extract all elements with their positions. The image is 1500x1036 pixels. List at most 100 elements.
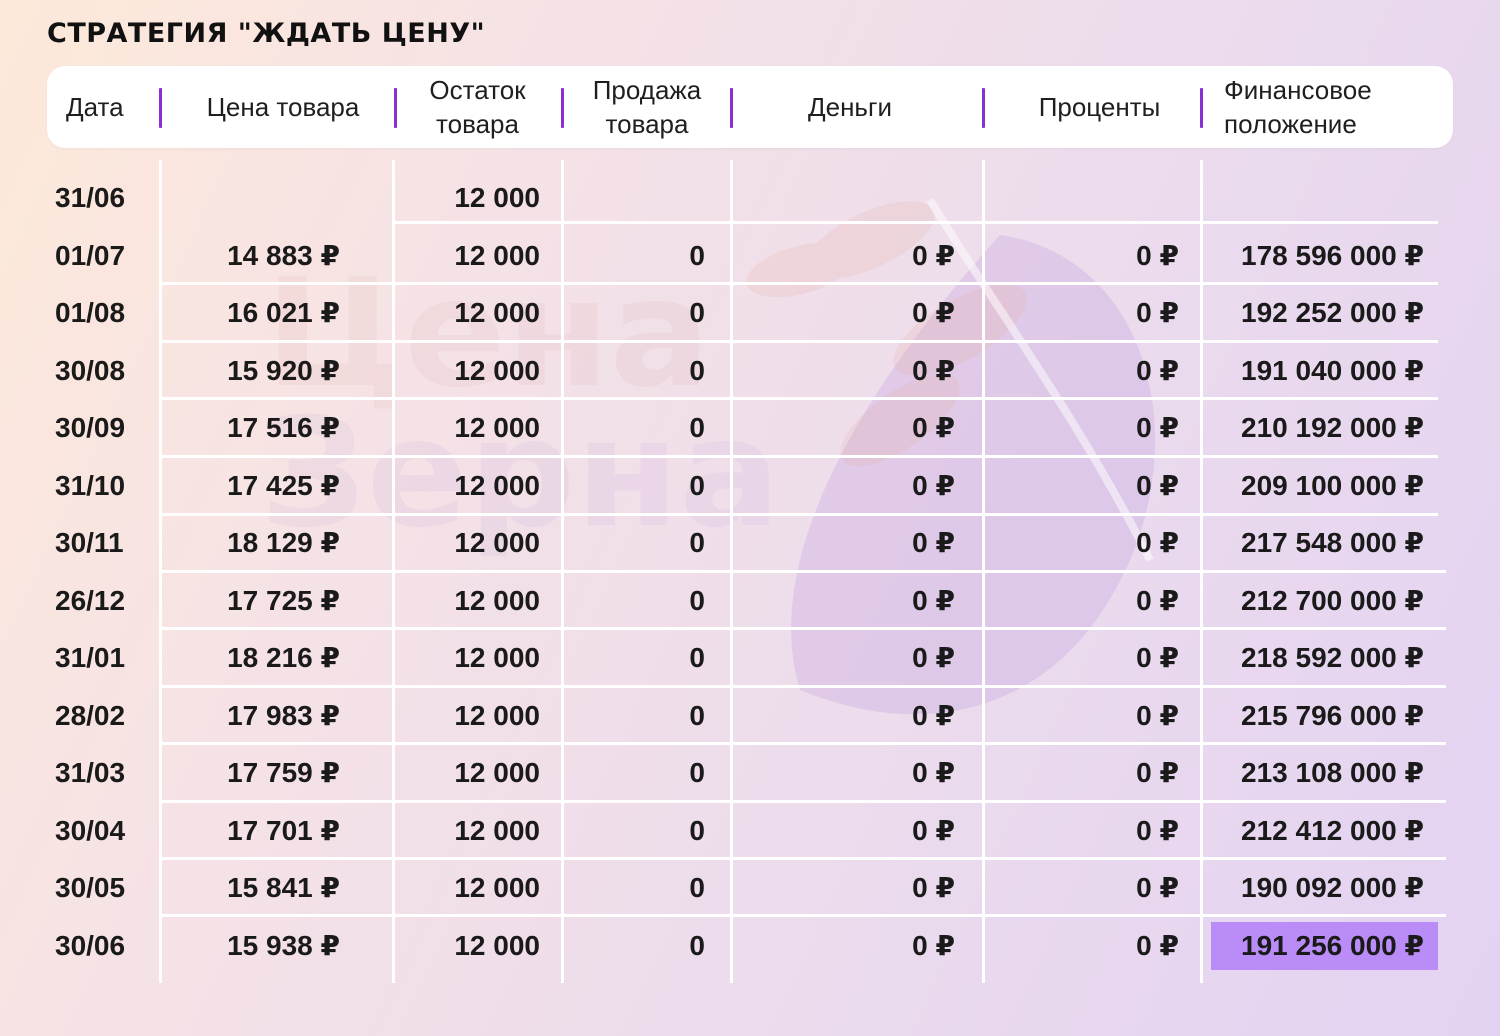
- cell-price: 18 129 ₽: [227, 527, 340, 558]
- cell-price: 15 920 ₽: [227, 355, 340, 386]
- header-separator: [394, 88, 397, 128]
- cell-stock: 12 000: [454, 930, 540, 961]
- cell-interest: 0 ₽: [1136, 240, 1179, 271]
- cell-date: 26/12: [55, 585, 126, 616]
- grid-line-horizontal: [160, 914, 1446, 917]
- cell-money: 0 ₽: [912, 930, 955, 961]
- cell-date: 30/05: [55, 872, 126, 903]
- grid-line-horizontal: [160, 857, 1446, 860]
- grid-line-horizontal: [395, 221, 1438, 224]
- header-stock: Остаток товара: [429, 75, 526, 139]
- cell-money: [732, 169, 955, 226]
- cell-stock: 12 000: [454, 240, 540, 271]
- grid-line-horizontal: [160, 397, 1438, 400]
- cell-sale: 0: [689, 355, 705, 386]
- table-row: 31/03 17 759 ₽ 12 000 0 0 ₽ 0 ₽ 213 108 000 ₽: [0, 744, 1500, 801]
- cell-stock: 12 000: [454, 182, 540, 213]
- cell-sale: 0: [689, 585, 705, 616]
- cell-sale: 0: [689, 700, 705, 731]
- cell-sale: 0: [689, 527, 705, 558]
- cell-date: 01/07: [55, 240, 126, 271]
- cell-money: 0 ₽: [912, 355, 955, 386]
- cell-date: 30/04: [55, 815, 126, 846]
- cell-interest: 0 ₽: [1136, 412, 1179, 443]
- cell-money: 0 ₽: [912, 872, 955, 903]
- cell-date: 28/02: [55, 700, 126, 731]
- cell-financial: 190 092 000 ₽: [1241, 872, 1424, 903]
- grid-line-horizontal: [160, 455, 1438, 458]
- cell-money: 0 ₽: [912, 757, 955, 788]
- cell-sale: 0: [689, 240, 705, 271]
- cell-price: 17 516 ₽: [227, 412, 340, 443]
- cell-stock: 12 000: [454, 757, 540, 788]
- cell-price: 17 983 ₽: [227, 700, 340, 731]
- cell-stock: 12 000: [454, 355, 540, 386]
- table-header: Дата Цена товара Остаток товара Продажа …: [47, 66, 1453, 148]
- header-separator: [730, 88, 733, 128]
- cell-interest: 0 ₽: [1136, 355, 1179, 386]
- header-separator: [982, 88, 985, 128]
- cell-date: 30/09: [55, 412, 126, 443]
- grid-line-horizontal: [160, 685, 1446, 688]
- table-row: 30/11 18 129 ₽ 12 000 0 0 ₽ 0 ₽ 217 548 000 ₽: [0, 514, 1500, 571]
- cell-financial: 191 256 000 ₽: [1241, 930, 1424, 961]
- cell-interest: [984, 169, 1179, 226]
- cell-sale: 0: [689, 872, 705, 903]
- grid-line-horizontal: [160, 340, 1438, 343]
- cell-interest: 0 ₽: [1136, 757, 1179, 788]
- cell-sale: 0: [689, 470, 705, 501]
- table-row: 30/09 17 516 ₽ 12 000 0 0 ₽ 0 ₽ 210 192 000 ₽: [0, 399, 1500, 456]
- cell-stock: 12 000: [454, 470, 540, 501]
- table-row: 30/08 15 920 ₽ 12 000 0 0 ₽ 0 ₽ 191 040 000 ₽: [0, 342, 1500, 399]
- cell-stock: 12 000: [454, 700, 540, 731]
- cell-date: 30/11: [55, 527, 124, 558]
- cell-financial: [1202, 169, 1424, 226]
- final-value-highlight: [1211, 922, 1438, 970]
- header-sale: Продажа товара: [592, 75, 702, 139]
- cell-money: 0 ₽: [912, 585, 955, 616]
- cell-financial: 209 100 000 ₽: [1241, 470, 1424, 501]
- cell-price: 15 841 ₽: [227, 872, 340, 903]
- cell-date: 31/10: [55, 470, 126, 501]
- grid-line-horizontal: [160, 627, 1446, 630]
- cell-date: 30/06: [55, 930, 126, 961]
- cell-money: 0 ₽: [912, 297, 955, 328]
- cell-date: 31/03: [55, 757, 126, 788]
- cell-interest: 0 ₽: [1136, 642, 1179, 673]
- cell-financial: 210 192 000 ₽: [1241, 412, 1424, 443]
- cell-date: 30/08: [55, 355, 126, 386]
- cell-money: 0 ₽: [912, 642, 955, 673]
- cell-date: 01/08: [55, 297, 126, 328]
- header-financial: Финансовое положение: [1224, 75, 1372, 139]
- cell-price: 18 216 ₽: [227, 642, 340, 673]
- cell-sale: 0: [689, 757, 705, 788]
- cell-stock: 12 000: [454, 815, 540, 846]
- cell-financial: 217 548 000 ₽: [1241, 527, 1424, 558]
- table-row: 30/05 15 841 ₽ 12 000 0 0 ₽ 0 ₽ 190 092 000 ₽: [0, 859, 1500, 916]
- cell-price: 15 938 ₽: [227, 930, 340, 961]
- cell-sale: 0: [689, 297, 705, 328]
- table-row: 28/02 17 983 ₽ 12 000 0 0 ₽ 0 ₽ 215 796 000 ₽: [0, 687, 1500, 744]
- cell-interest: 0 ₽: [1136, 585, 1179, 616]
- cell-financial: 192 252 000 ₽: [1241, 297, 1424, 328]
- cell-money: 0 ₽: [912, 412, 955, 443]
- header-separator: [1200, 88, 1203, 128]
- header-price: Цена товара: [206, 92, 360, 122]
- grid-line-horizontal: [160, 742, 1446, 745]
- grid-line-horizontal: [160, 513, 1438, 516]
- cell-sale: 0: [689, 815, 705, 846]
- cell-interest: 0 ₽: [1136, 527, 1179, 558]
- cell-stock: 12 000: [454, 297, 540, 328]
- cell-sale: 0: [689, 642, 705, 673]
- cell-financial: 178 596 000 ₽: [1241, 240, 1424, 271]
- header-interest: Проценты: [1038, 92, 1161, 122]
- cell-interest: 0 ₽: [1136, 930, 1179, 961]
- cell-interest: 0 ₽: [1136, 815, 1179, 846]
- table-row: 31/06 12 000: [0, 169, 1500, 226]
- cell-price: 16 021 ₽: [227, 297, 340, 328]
- grid-line-horizontal: [160, 570, 1446, 573]
- cell-date: 31/06: [55, 182, 126, 213]
- cell-price: 17 425 ₽: [227, 470, 340, 501]
- cell-stock: 12 000: [454, 527, 540, 558]
- table-row: 31/10 17 425 ₽ 12 000 0 0 ₽ 0 ₽ 209 100 000 ₽: [0, 457, 1500, 514]
